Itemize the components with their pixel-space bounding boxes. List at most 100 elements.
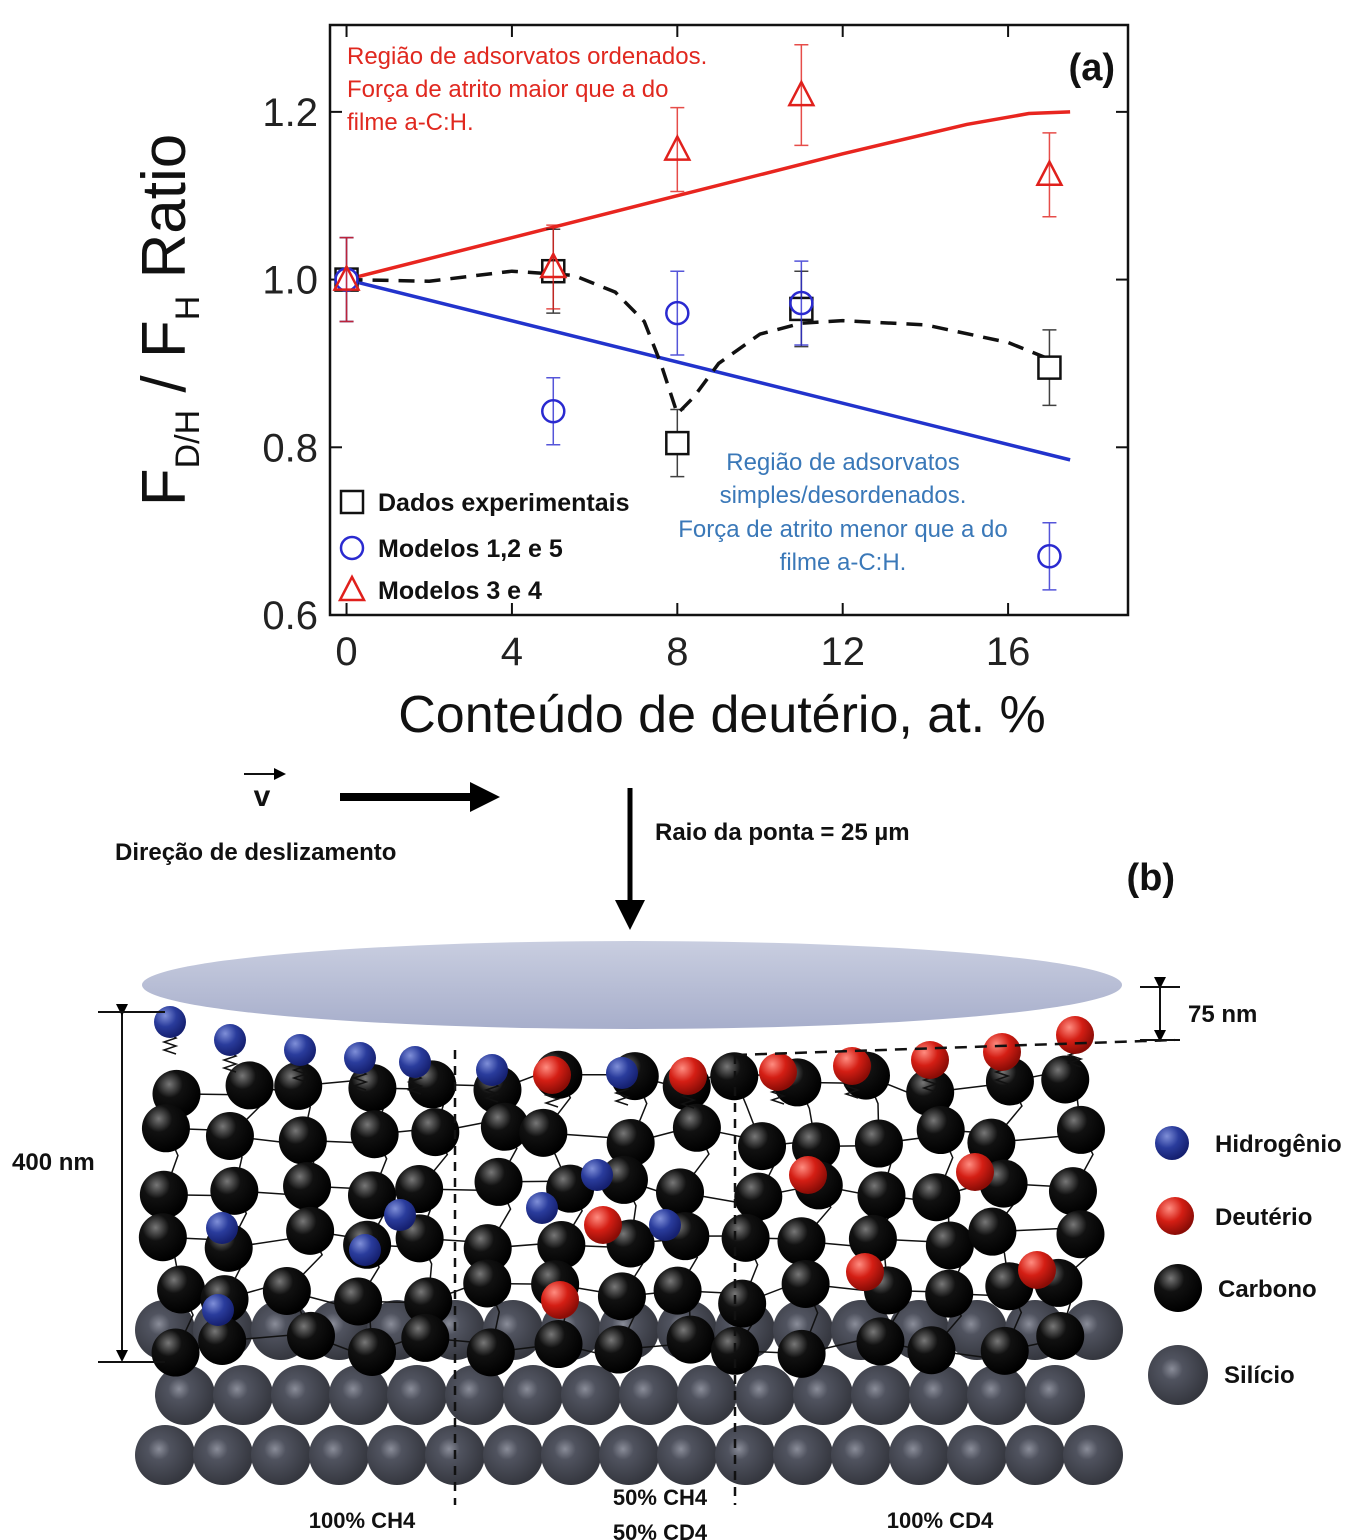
legend-label: Modelos 3 e 4 — [378, 577, 542, 605]
carbon-atom — [404, 1277, 453, 1326]
deuterium-atom — [846, 1253, 884, 1291]
silicon-atom — [1005, 1425, 1065, 1485]
data-point — [1037, 544, 1062, 569]
silicon-atom — [329, 1365, 389, 1425]
carbon-atom — [139, 1170, 188, 1219]
carbon-atom — [157, 1265, 206, 1314]
annotation: filme a-C:H. — [347, 109, 474, 136]
carbon-atom — [283, 1162, 332, 1211]
carbon-atom — [906, 1068, 955, 1117]
diagram — [98, 941, 1208, 1505]
x-tick-label: 12 — [820, 630, 865, 674]
legend-marker — [339, 535, 365, 561]
deuterium-atom — [669, 1057, 707, 1095]
y-label-part: H — [169, 296, 207, 321]
carbon-atom — [274, 1061, 323, 1110]
carbon-atom — [734, 1172, 783, 1221]
y-label-part: F — [130, 468, 199, 506]
carbon-atom — [781, 1259, 830, 1308]
hydrogen-atom — [214, 1024, 246, 1056]
legend-label: Carbono — [1218, 1276, 1317, 1303]
carbon-atom — [1036, 1311, 1085, 1360]
region-label: 50% CD4 — [613, 1520, 708, 1540]
error-bar — [794, 260, 809, 346]
y-tick-label: 1.0 — [262, 259, 318, 303]
annotation: simples/desordenados. — [720, 482, 967, 509]
carbon-atom — [466, 1328, 515, 1377]
silicon-atom — [715, 1425, 775, 1485]
silicon-atom — [213, 1365, 273, 1425]
surface-line — [734, 1038, 1176, 1057]
silicon-atom — [967, 1365, 1027, 1425]
silicon-atom — [619, 1365, 679, 1425]
y-label-part: D/H — [169, 410, 207, 469]
silicon-atom — [387, 1365, 447, 1425]
deuterium-atom — [1018, 1251, 1056, 1289]
region-label: 100% CH4 — [309, 1508, 416, 1533]
carbon-atom — [286, 1206, 335, 1255]
y-tick-label: 0.8 — [262, 426, 318, 470]
carbon-atom — [738, 1122, 787, 1171]
hydrogen-atom — [202, 1294, 234, 1326]
panel-label: (a) — [1069, 47, 1115, 89]
error-bar — [1042, 132, 1057, 218]
sliding-direction: Direção de deslizamento — [115, 839, 396, 866]
silicon-atom — [677, 1365, 737, 1425]
carbon-atom — [597, 1272, 646, 1321]
error-bar — [794, 44, 809, 147]
hydrogen-atom — [526, 1192, 558, 1224]
annotation: filme a-C:H. — [780, 549, 907, 576]
plot-frame — [328, 23, 1130, 617]
carbon-atom — [666, 1315, 715, 1364]
carbon-atom — [225, 1061, 274, 1110]
silicon-atom — [657, 1425, 717, 1485]
carbon-atom — [721, 1213, 770, 1262]
y-tick-label: 1.2 — [262, 91, 318, 135]
panel-label: (b) — [1126, 857, 1175, 899]
silicon-atom — [309, 1425, 369, 1485]
data-point — [665, 300, 690, 326]
silicon-atom — [483, 1425, 543, 1485]
silicon-atom — [251, 1425, 311, 1485]
carbon-atom — [198, 1316, 247, 1365]
silicon-atom — [851, 1365, 911, 1425]
data-point — [665, 430, 690, 456]
carbon-atom — [777, 1217, 826, 1266]
silicon-atom — [541, 1425, 601, 1485]
silicon-atom — [1063, 1425, 1123, 1485]
carbon-atom — [480, 1102, 529, 1151]
error-bar — [670, 270, 685, 356]
hydrogen-atom — [349, 1234, 381, 1266]
x-axis-label: Conteúdo de deutério, at. % — [398, 686, 1046, 744]
silicon-atom — [793, 1365, 853, 1425]
carbon-atom — [672, 1103, 721, 1152]
y-label-part: / F — [130, 320, 199, 410]
legend-label: Modelos 1,2 e 5 — [378, 535, 563, 563]
trend-line — [346, 110, 1071, 282]
error-bar — [546, 224, 561, 310]
spring — [613, 1084, 631, 1106]
silicon-atom — [773, 1425, 833, 1485]
carbon-atom — [777, 1329, 826, 1378]
legend-label: Deutério — [1215, 1204, 1312, 1231]
dimension-label: 75 nm — [1188, 1001, 1257, 1028]
carbon-atom — [656, 1168, 705, 1217]
carbon-atom — [348, 1327, 397, 1376]
carbon-atom — [653, 1266, 702, 1315]
carbon-atom — [856, 1317, 905, 1366]
carbon-atom — [907, 1326, 956, 1375]
carbon-atom — [334, 1277, 383, 1326]
carbon-atom — [278, 1116, 327, 1165]
carbon-atom — [854, 1119, 903, 1168]
data-point — [663, 133, 692, 161]
carbon-atom — [848, 1214, 897, 1263]
silicon-atom — [271, 1365, 331, 1425]
hydrogen-atom — [649, 1209, 681, 1241]
spring — [351, 1069, 369, 1091]
carbon-atom — [350, 1110, 399, 1159]
carbon-atom — [463, 1259, 512, 1308]
silicon-atom — [445, 1365, 505, 1425]
carbon-atom — [141, 1104, 190, 1153]
silicon-atom — [135, 1425, 195, 1485]
